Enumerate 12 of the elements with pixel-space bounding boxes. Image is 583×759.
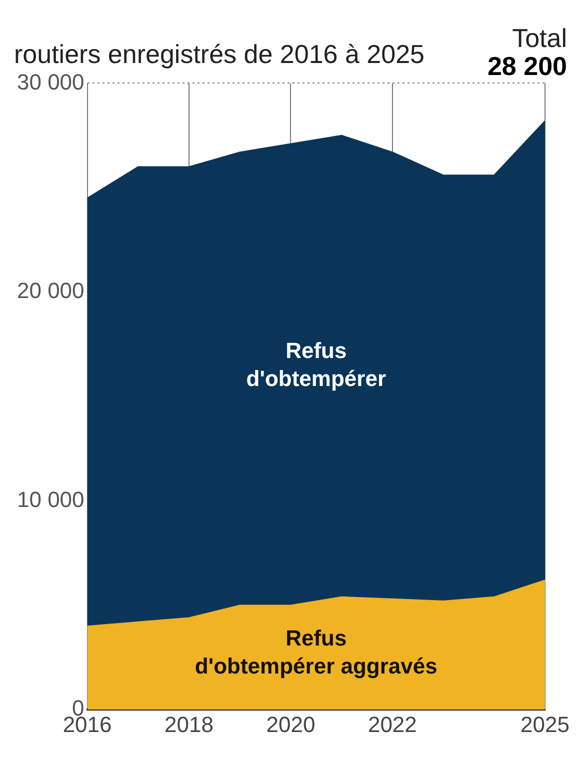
- x-tick-label: 2020: [266, 712, 316, 737]
- x-tick-label: 2018: [164, 712, 214, 737]
- annotation: 28 200: [487, 50, 567, 81]
- x-tick-label: 2025: [520, 712, 570, 737]
- series-label: Refus d'obtempérer aggravés: [194, 625, 438, 678]
- x-tick-label: 2022: [368, 712, 417, 737]
- series-label: Refus d'obtempérer: [246, 338, 386, 392]
- y-tick-label: 30 000: [16, 69, 84, 94]
- y-tick-label: 10 000: [16, 486, 84, 512]
- text: Total: [512, 22, 567, 53]
- chart-title: routiers enregistrés de 2016 à 2025: [14, 38, 424, 69]
- y-tick-label: 20 000: [16, 278, 84, 304]
